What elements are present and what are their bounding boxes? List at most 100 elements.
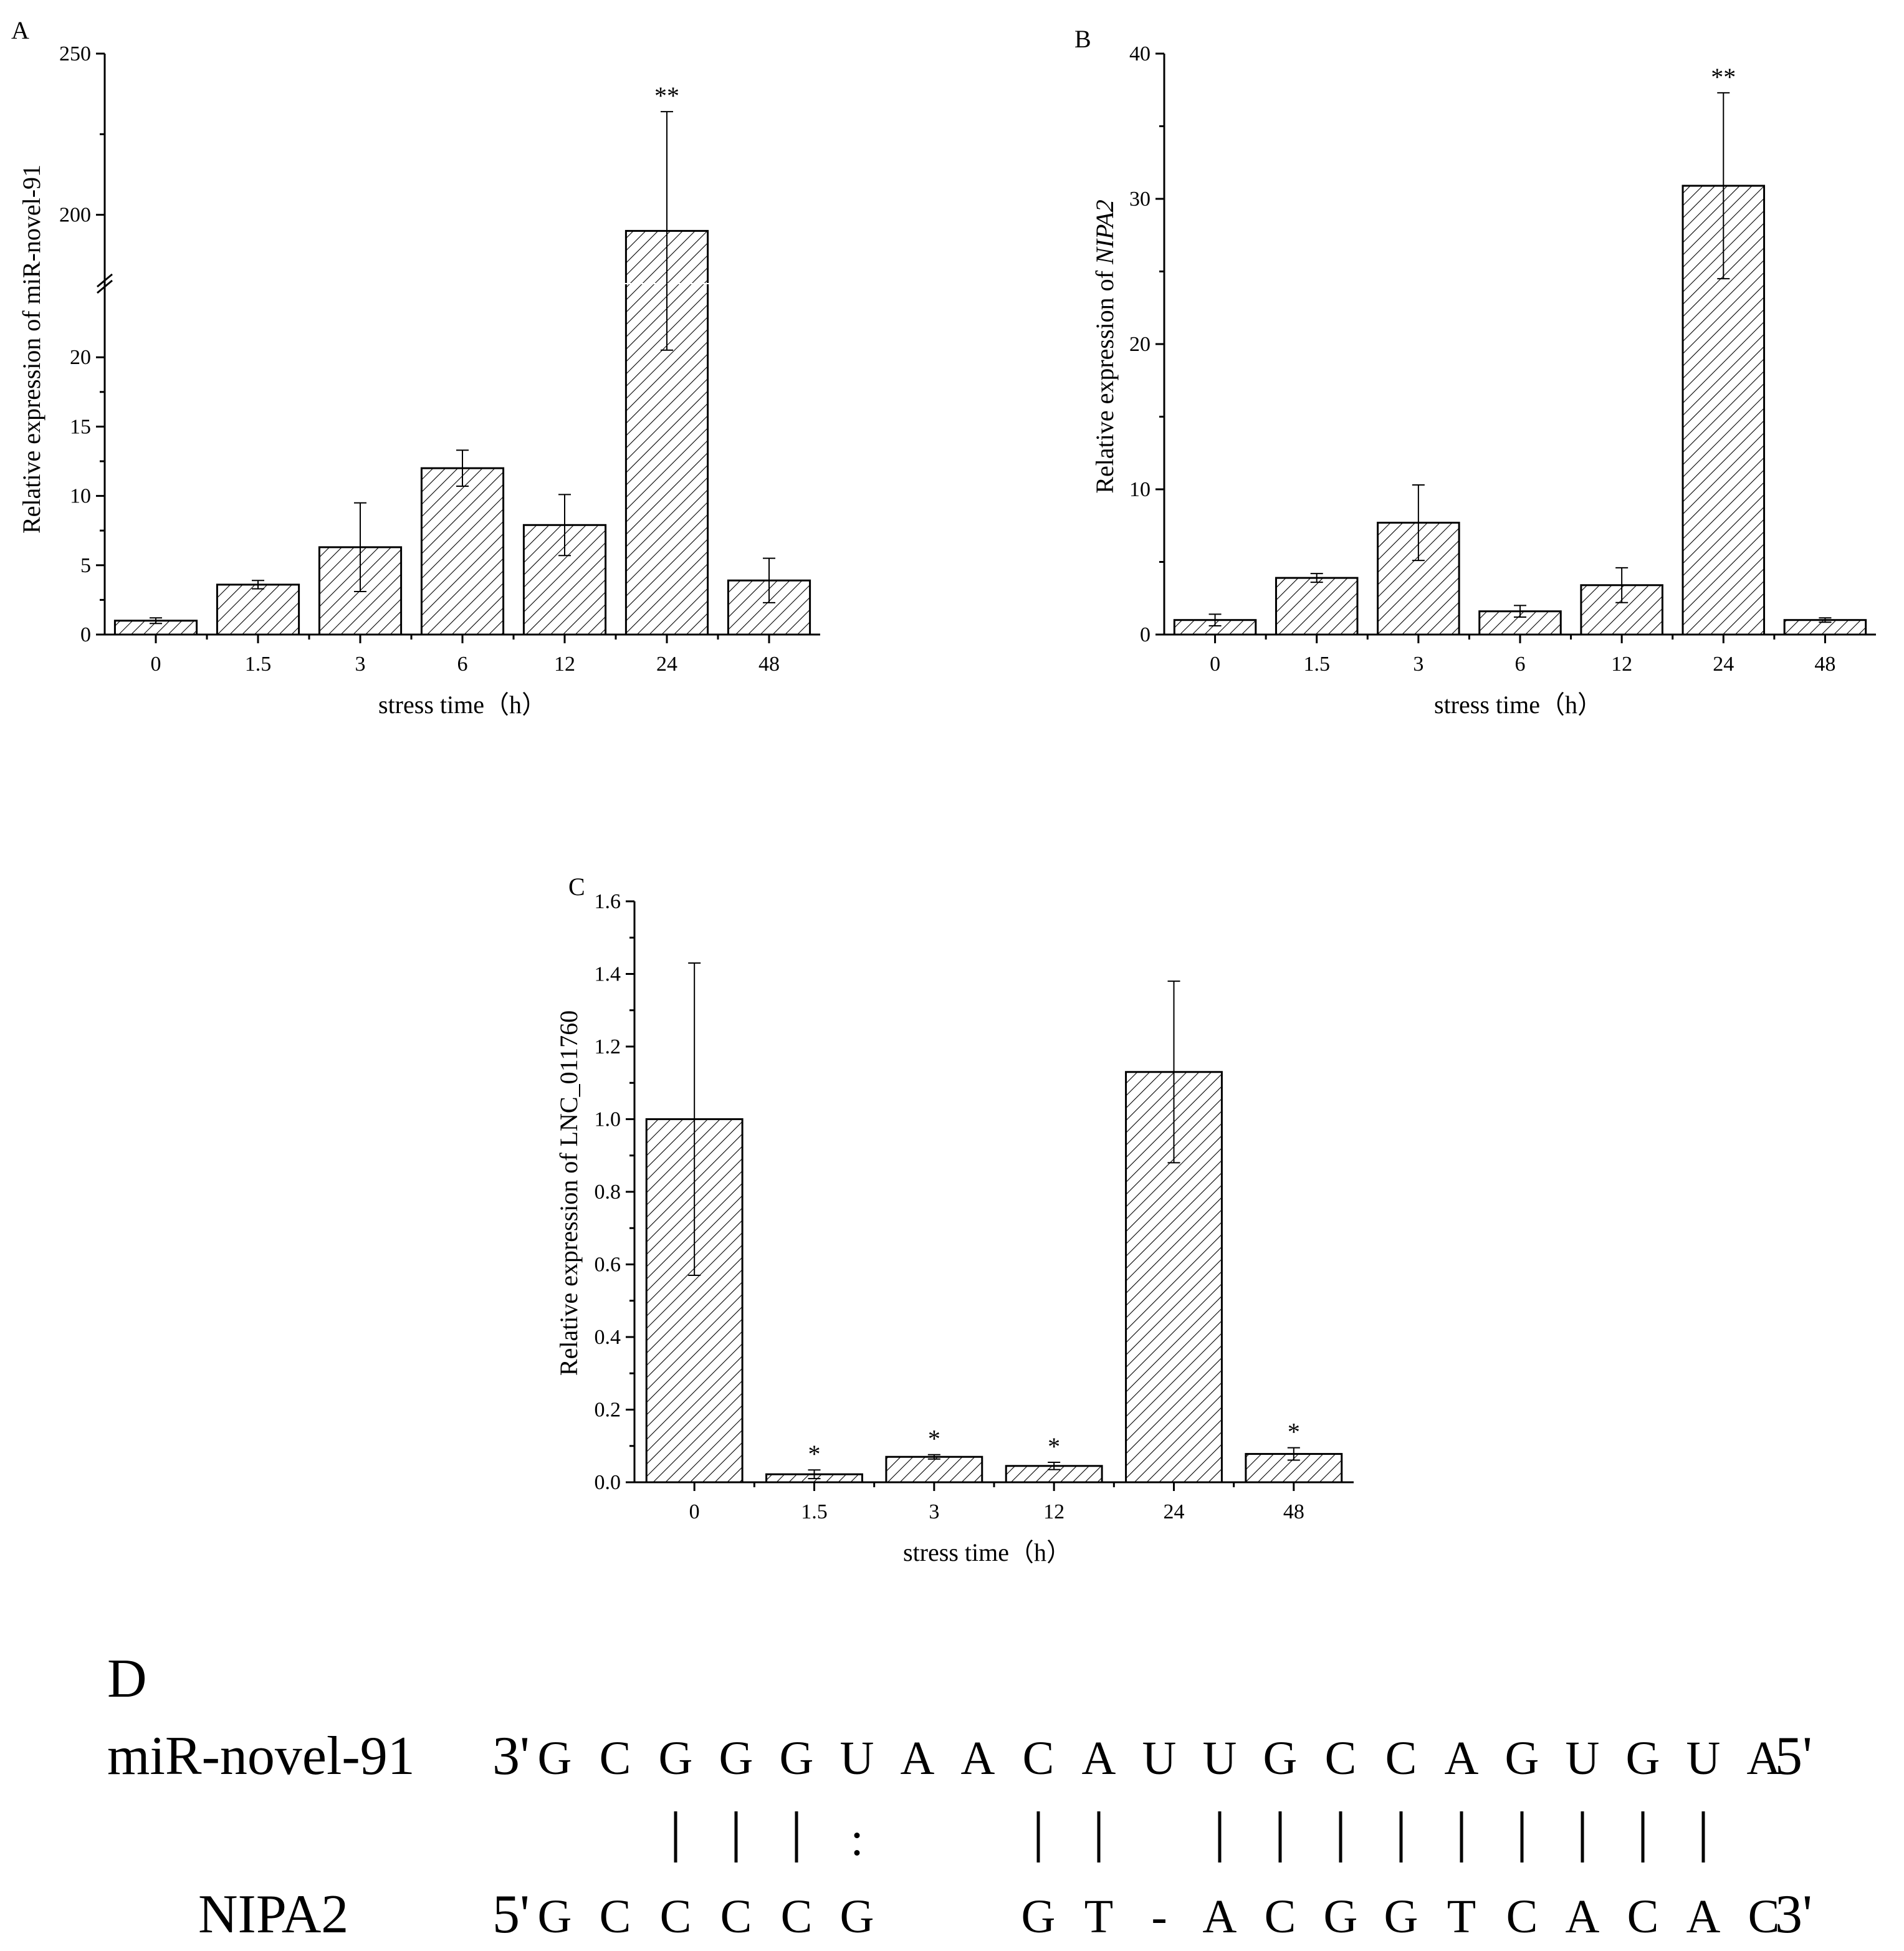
target-base: G <box>1021 1891 1056 1943</box>
chart-a-x-tick-label: 48 <box>758 653 780 676</box>
chart-a-x-tick-label: 0 <box>151 653 161 676</box>
chart-b-x-tick-label: 3 <box>1413 653 1423 676</box>
chart-a-y-tick-label: 5 <box>80 554 91 577</box>
target-base: C <box>720 1891 752 1943</box>
mirna-base: A <box>1445 1732 1479 1785</box>
chart-b-bar <box>1275 577 1359 636</box>
target-base: A <box>1686 1891 1721 1943</box>
chart-b-y-axis-title-gene: NIPA2 <box>1091 199 1119 265</box>
mirna-base: A <box>1082 1732 1116 1785</box>
chart-b-y-tick-label: 40 <box>1129 42 1151 65</box>
pairing-marks: : <box>674 1811 1705 1866</box>
target-base: G <box>1324 1891 1358 1943</box>
chart-b-x-ticks: 0 1.5 3 6 12 24 48 <box>1210 635 1835 676</box>
chart-b-y-tick-label: 10 <box>1129 478 1151 501</box>
chart-c-x-tick-label: 1.5 <box>801 1500 828 1523</box>
target-base: A <box>1203 1891 1237 1943</box>
target-base: C <box>1265 1891 1296 1943</box>
mirna-base: C <box>600 1732 631 1785</box>
base-pair-wobble: : <box>850 1813 863 1866</box>
chart-a-y-tick-label: 250 <box>59 42 91 65</box>
mirna-base: C <box>1325 1732 1357 1785</box>
chart-c-x-tick-label: 48 <box>1283 1500 1304 1523</box>
chart-b-bars: ** <box>1173 63 1867 636</box>
chart-b-y-tick-label: 30 <box>1129 188 1151 211</box>
target-base: G <box>1384 1891 1418 1943</box>
chart-b-x-tick-label: 12 <box>1611 653 1632 676</box>
chart-c-x-ticks: 0 1.5 3 12 24 48 <box>689 1482 1304 1523</box>
chart-a-y-axis-title: Relative expression of miR-novel-91 <box>17 165 45 534</box>
chart-b-y-axis-title: Relative expression of NIPA2 <box>1091 199 1119 493</box>
chart-c-y-tick-label: 0.4 <box>595 1326 621 1349</box>
target-base: T <box>1447 1891 1476 1943</box>
chart-a-x-tick-label: 1.5 <box>245 653 272 676</box>
target-base: G <box>840 1891 874 1943</box>
chart-a-bar <box>420 467 505 636</box>
chart-a-y-tick-label: 20 <box>70 346 91 369</box>
chart-b-y-ticks: 0 10 20 30 40 <box>1129 42 1164 646</box>
chart-a-axis-break-mark <box>97 279 113 294</box>
chart-a-x-tick-label: 12 <box>554 653 575 676</box>
chart-c-y-ticks: 0.0 0.2 0.4 0.6 0.8 1.0 1.2 1.4 1.6 <box>595 890 634 1494</box>
chart-a-significance-label: ** <box>654 82 679 110</box>
mirna-base: G <box>1626 1732 1660 1785</box>
chart-c-y-tick-label: 0.6 <box>595 1254 621 1277</box>
mirna-base: C <box>1023 1732 1055 1785</box>
chart-a-y-tick-label: 0 <box>80 623 91 646</box>
chart-c-y-tick-label: 0.0 <box>595 1471 621 1494</box>
chart-a-bar <box>216 583 300 636</box>
target-base: G <box>538 1891 572 1943</box>
mirna-base: U <box>1203 1732 1237 1785</box>
mirna-base: G <box>780 1732 814 1785</box>
mirna-base: U <box>1142 1732 1177 1785</box>
mirna-base: A <box>1747 1732 1781 1785</box>
chart-b-x-axis-title: stress time（h） <box>1434 691 1602 719</box>
mirna-base: U <box>840 1732 874 1785</box>
chart-c-x-tick-label: 0 <box>689 1500 700 1523</box>
target-label: NIPA2 <box>198 1884 348 1945</box>
chart-c-significance-label: * <box>928 1425 940 1453</box>
chart-a-y-tick-label: 200 <box>59 204 91 227</box>
chart-b-y-axis-title-prefix: Relative expression of <box>1091 264 1119 494</box>
chart-c-y-tick-label: 1.0 <box>595 1108 621 1131</box>
panel-letter-c: C <box>568 873 585 901</box>
chart-b-x-tick-label: 48 <box>1814 653 1835 676</box>
target-base: C <box>1627 1891 1659 1943</box>
chart-a-x-ticks: 0 1.5 3 6 12 24 48 <box>151 635 780 676</box>
mirna-base: G <box>659 1732 693 1785</box>
mirna-prefix: 3' <box>492 1726 530 1786</box>
chart-c-y-axis-title: Relative expression of LNC_011760 <box>555 1010 583 1376</box>
chart-c-significance-label: * <box>808 1440 821 1468</box>
target-base: T <box>1084 1891 1113 1943</box>
chart-a-x-tick-label: 3 <box>355 653 366 676</box>
chart-b-significance-label: ** <box>1711 63 1736 91</box>
chart-c-y-tick-label: 1.6 <box>595 890 621 913</box>
chart-b-x-tick-label: 1.5 <box>1303 653 1330 676</box>
chart-a-x-tick-label: 6 <box>457 653 468 676</box>
chart-c-x-axis-title: stress time（h） <box>903 1538 1071 1566</box>
chart-c-y-tick-label: 1.4 <box>595 963 621 986</box>
mirna-base: U <box>1686 1732 1721 1785</box>
mirna-base: C <box>1385 1732 1417 1785</box>
chart-c-bar <box>885 1455 983 1484</box>
target-base: C <box>600 1891 631 1943</box>
chart-b-axes <box>1163 54 1876 636</box>
mirna-base: A <box>901 1732 935 1785</box>
target-suffix: 3' <box>1775 1884 1812 1945</box>
chart-b-x-tick-label: 0 <box>1210 653 1220 676</box>
chart-b-x-tick-label: 6 <box>1515 653 1526 676</box>
panel-letter-a: A <box>11 16 29 44</box>
chart-a-x-tick-label: 24 <box>656 653 677 676</box>
chart-a-axis-break-mark <box>97 273 113 288</box>
chart-panel-b: B 0 10 20 30 40 ** 0 1.5 3 6 12 24 48 stress time（… <box>1074 25 1876 719</box>
chart-panel-a: A 0 5 10 15 20 200 250 ** 0 1.5 3 6 12 24 48 stress … <box>11 16 820 719</box>
target-prefix: 5' <box>492 1884 530 1945</box>
chart-c-x-tick-label: 12 <box>1043 1500 1064 1523</box>
panel-letter-b: B <box>1074 25 1091 53</box>
mirna-base: G <box>719 1732 753 1785</box>
mirna-base: G <box>1505 1732 1539 1785</box>
